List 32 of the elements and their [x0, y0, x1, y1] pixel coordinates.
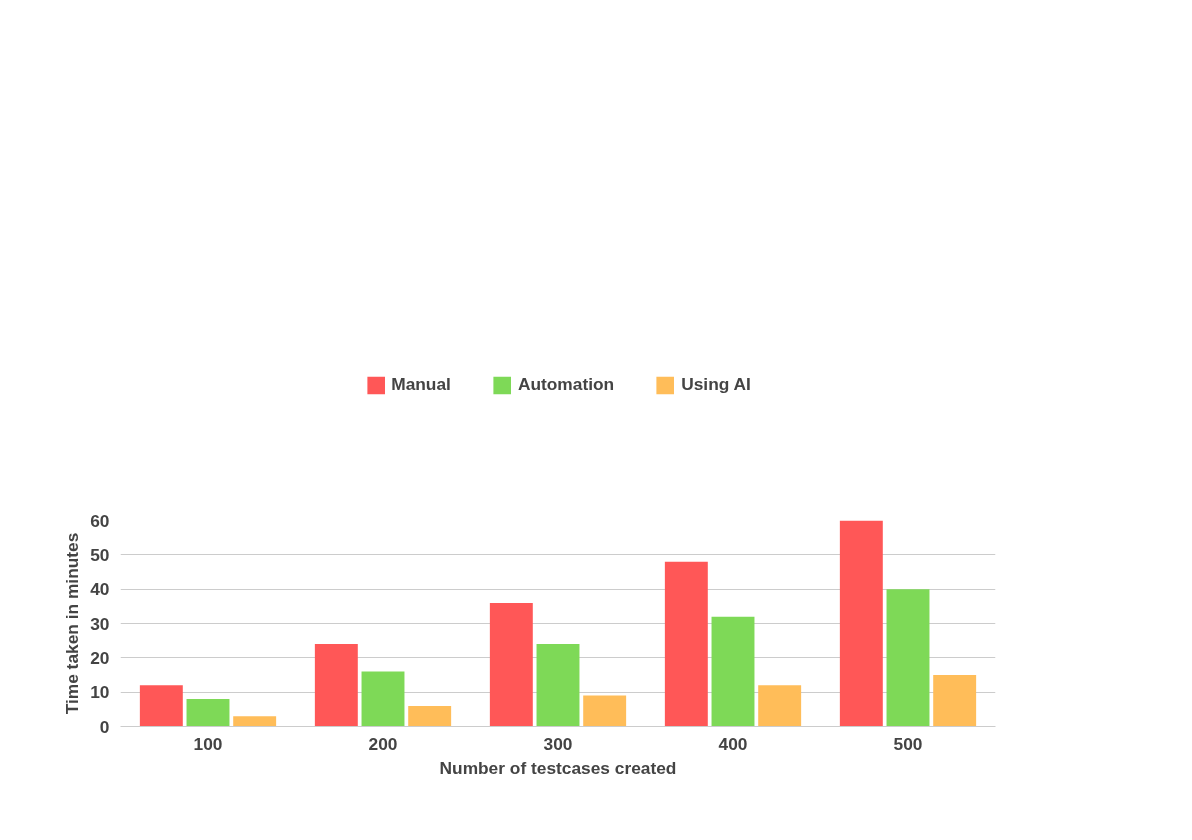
x-tick-label: 100: [193, 733, 223, 754]
y-tick-label: 40: [90, 579, 110, 600]
x-tick-label: 500: [893, 733, 923, 754]
x-tick-label: 300: [543, 733, 573, 754]
bar: [314, 644, 358, 727]
bar: [886, 589, 930, 727]
y-axis-title: Time taken in minutes: [62, 532, 83, 715]
bar: [233, 716, 277, 727]
y-tick-label: 60: [90, 510, 110, 531]
bar: [583, 695, 627, 727]
bar: [664, 561, 708, 727]
legend-label: Automation: [517, 374, 615, 395]
bar: [536, 644, 580, 727]
bar: [933, 675, 977, 727]
y-tick-label: 0: [99, 716, 110, 737]
bar: [361, 671, 405, 727]
x-tick-label: 400: [718, 733, 748, 754]
bar: [489, 602, 533, 727]
y-tick-label: 30: [90, 613, 110, 634]
legend-label: Manual: [391, 374, 451, 395]
y-tick-label: 20: [90, 647, 110, 668]
x-tick-label: 200: [368, 733, 398, 754]
bar: [839, 520, 883, 727]
bar: [139, 685, 183, 727]
legend-label: Using AI: [681, 374, 751, 395]
bar: [758, 685, 802, 727]
y-tick-label: 50: [90, 544, 110, 565]
bar: [711, 616, 755, 727]
bar: [186, 699, 230, 727]
y-tick-label: 10: [90, 682, 110, 703]
bar: [408, 705, 452, 727]
x-axis-title: Number of testcases created: [439, 757, 677, 778]
